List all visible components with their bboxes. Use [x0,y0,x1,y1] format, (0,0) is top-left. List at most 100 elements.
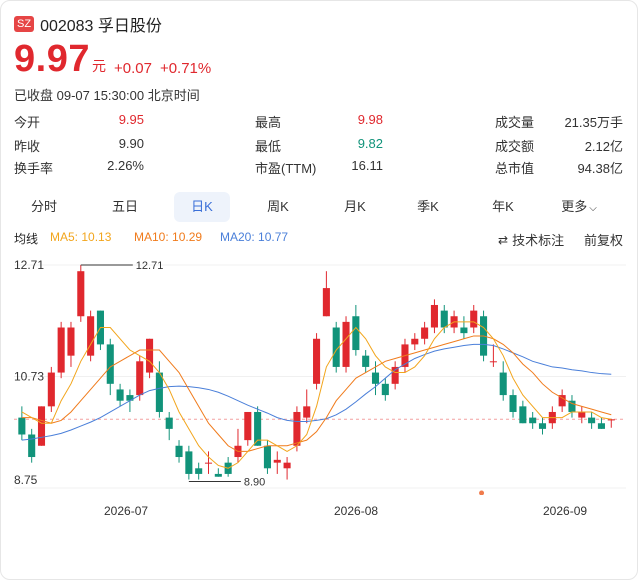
tab-3[interactable]: 周K [250,192,306,222]
y-tick-label: 12.71 [14,258,44,272]
candle-body [263,445,271,469]
candle-body [578,411,586,418]
tab-7[interactable]: 更多 ⌵ [551,192,607,222]
tab-6[interactable]: 年K [475,192,531,222]
stat-value: 9.95 [118,112,144,127]
candle-body [342,321,350,367]
ma5-legend: MA5: 10.13 [50,230,112,244]
stat-value: 21.35万手 [564,115,623,130]
tab-4[interactable]: 月K [327,192,383,222]
candle-body [244,411,252,441]
tab-5[interactable]: 季K [400,192,456,222]
period-tabs: 分时 五日 日K 周K 月K 季K 年K 更多 ⌵ [14,192,626,222]
candle-body [588,417,596,424]
candle-body [57,327,65,373]
market-badge: SZ [14,16,35,32]
candle-body [391,366,399,384]
ma-legend-title: 均线 [14,232,39,246]
stat-value: 2.12亿 [584,139,623,154]
y-tick-label: 8.75 [14,473,38,487]
candle-body [538,423,547,429]
stock-code-name[interactable]: 002083 孚日股份 [40,18,162,35]
candle-body [509,395,517,412]
stat-value: 9.90 [118,136,144,151]
tab-2[interactable]: 日K [174,192,230,222]
candle-body [371,372,380,384]
candle-body [195,468,203,474]
event-dot [479,490,485,495]
stat-value: 94.38亿 [577,161,623,176]
price-change-percent: +0.71% [159,60,212,77]
adjust-button[interactable]: 前复权 [584,233,624,248]
candle-body [87,316,95,356]
high-marker-label: 12.71 [136,260,164,272]
candle-body [411,338,419,345]
stat-label: 昨收 [14,139,41,154]
stat-item: 成交量 21.35万手 [495,112,623,130]
candle-body [283,462,291,469]
candle-body [106,344,114,384]
market-status: 已收盘 09-07 15:30:00 北京时间 [14,88,200,103]
candle-body [185,451,193,474]
stat-label: 市盈(TTM) [255,161,317,176]
tab-label: 年K [492,199,514,214]
indicator-label: 技术标注 [512,233,565,248]
candle-body [47,372,55,407]
tab-label: 日K [191,199,213,214]
candle-body [67,327,75,356]
chevron-down-icon: ⌵ [589,203,597,214]
tab-1[interactable]: 五日 [97,192,153,222]
candle-body [322,288,330,317]
stat-label: 成交额 [495,139,535,154]
tab-label: 季K [417,199,439,214]
price-row: 9.97 元 +0.07 +0.71% [14,38,211,80]
x-label-sep: 2026-09 [543,504,588,518]
tab-0[interactable]: 分时 [16,192,72,222]
tab-label: 五日 [111,199,138,214]
current-price: 9.97 [14,38,90,80]
tab-label: 周K [267,199,289,214]
stat-label: 换手率 [14,161,54,176]
stat-label: 今开 [14,115,41,130]
candle-body [116,389,124,401]
low-marker-label: 8.90 [244,477,265,489]
candle-body [303,406,311,418]
ma10-legend: MA10: 10.29 [134,230,203,244]
indicator-button[interactable]: ⇄ 技术标注 [498,230,564,249]
candle-body [155,372,163,412]
stat-item: 成交额 2.12亿 [495,136,623,154]
candle-body [136,361,144,396]
candle-body [519,406,527,424]
stock-header: SZ 002083 孚日股份 [14,12,162,36]
candle-body [204,462,213,464]
swap-arrows-icon: ⇄ [498,232,509,247]
tab-label: 分时 [30,199,57,214]
stat-item: 总市值 94.38亿 [495,158,623,176]
stat-item: 市盈(TTM) 16.11 [255,158,383,176]
candle-body [558,395,566,407]
candle-body [332,327,340,367]
stat-item: 昨收 9.90 [14,136,144,154]
candle-body [597,423,605,429]
stat-item: 今开 9.95 [14,112,144,130]
candle-body [381,383,389,396]
candle-body [37,406,46,446]
x-label-aug: 2026-08 [334,504,379,518]
candle-body [352,316,360,351]
candle-body [77,271,85,317]
candle-body [362,355,370,367]
ma10-line [21,335,612,452]
candle-body [214,473,222,477]
stat-label: 最高 [255,115,282,130]
candle-body [254,411,262,446]
ma5-line [21,321,612,469]
candle-body [126,395,134,401]
kline-chart[interactable]: 12.71 10.73 8.75 12.71 8.90 [14,255,626,495]
stat-item: 最低 9.82 [255,136,383,154]
stat-label: 最低 [255,139,282,154]
price-unit: 元 [91,58,106,74]
candle-body [499,372,507,396]
stat-value: 9.82 [357,136,383,151]
candle-body [460,327,468,334]
stat-item: 换手率 2.26% [14,158,144,176]
